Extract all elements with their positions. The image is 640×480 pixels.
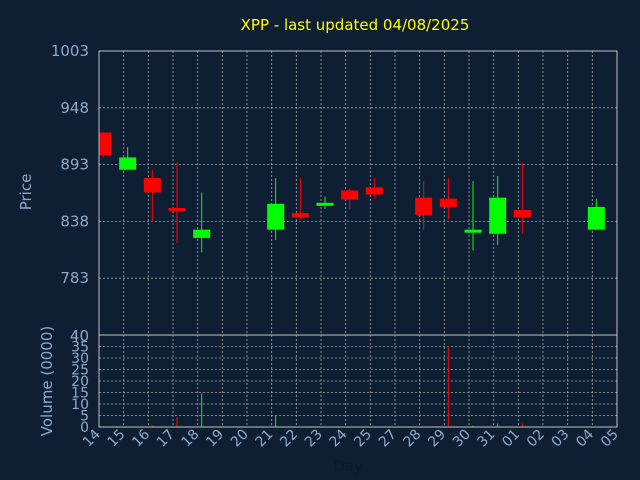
candle-body <box>193 229 211 238</box>
volume-tick-label: 15 <box>71 386 89 402</box>
x-tick-label: 24 <box>327 426 351 450</box>
volume-axis-label: Volume (0000) <box>38 326 56 436</box>
candle-body <box>439 198 457 207</box>
price-tick-labels: 1003 948 893 838 783 <box>51 42 89 287</box>
price-tick-label: 1003 <box>51 42 89 60</box>
x-tick-label: 31 <box>475 427 499 451</box>
x-tick-label: 22 <box>277 427 301 451</box>
volume-tick-label: 30 <box>71 351 89 367</box>
volume-tick-label: 0 <box>80 420 89 436</box>
candle-body <box>119 157 137 170</box>
volume-panel-frame <box>98 334 618 428</box>
x-tick-label: 18 <box>179 427 203 451</box>
candle-body <box>489 197 507 234</box>
candle-body <box>415 197 433 216</box>
x-tick-label: 04 <box>573 426 597 450</box>
x-tick-label: 19 <box>203 427 227 451</box>
volume-tick-label: 10 <box>71 397 89 413</box>
x-tick-labels: 14 15 16 17 18 19 20 21 22 23 24 25 27 28 29 30 31 01 02 03… <box>80 426 622 450</box>
price-tick-label: 948 <box>60 99 89 117</box>
x-tick-label: 28 <box>401 427 425 451</box>
x-tick-label: 05 <box>598 427 622 451</box>
chart-title: XPP - last updated 04/08/2025 <box>241 16 470 34</box>
volume-tick-label: 25 <box>71 363 89 379</box>
x-tick-label: 17 <box>154 427 178 451</box>
candle-body <box>464 229 482 233</box>
x-axis-label: Day <box>333 457 363 475</box>
x-tick-label: 30 <box>450 427 474 451</box>
volume-tick-label: 5 <box>80 409 89 425</box>
x-tick-label: 20 <box>228 427 252 451</box>
candle-body <box>587 206 605 230</box>
price-axis-label: Price <box>17 174 35 211</box>
x-tick-label: 16 <box>129 426 153 450</box>
price-tick-label: 893 <box>60 156 89 174</box>
volume-tick-label: 40 <box>70 327 89 345</box>
candle-body <box>99 132 112 156</box>
candle-body <box>143 178 161 193</box>
x-tick-label: 01 <box>499 427 523 451</box>
x-tick-label: 23 <box>302 427 326 451</box>
volume-bars <box>151 346 523 427</box>
volume-tick-label: 35 <box>71 340 89 356</box>
x-tick-label: 25 <box>351 427 375 451</box>
candle-body <box>341 190 359 200</box>
candle-body <box>513 210 531 218</box>
candle-body <box>291 213 309 218</box>
price-tick-label: 783 <box>60 269 89 287</box>
candle-body <box>365 187 383 195</box>
x-tick-label: 21 <box>253 427 277 451</box>
x-tick-label: 03 <box>549 427 573 451</box>
volume-tick-label: 20 <box>71 374 89 390</box>
grid <box>98 50 618 428</box>
x-tick-label: 27 <box>376 427 400 451</box>
candle-body <box>316 202 334 206</box>
candle-body <box>267 203 285 230</box>
plot-frame <box>98 50 618 428</box>
x-tick-label: 29 <box>425 427 449 451</box>
candle-body <box>168 207 186 212</box>
x-tick-label: 02 <box>524 427 548 451</box>
price-tick-label: 838 <box>60 212 89 230</box>
price-candles <box>99 132 605 253</box>
x-tick-label: 15 <box>105 427 129 451</box>
